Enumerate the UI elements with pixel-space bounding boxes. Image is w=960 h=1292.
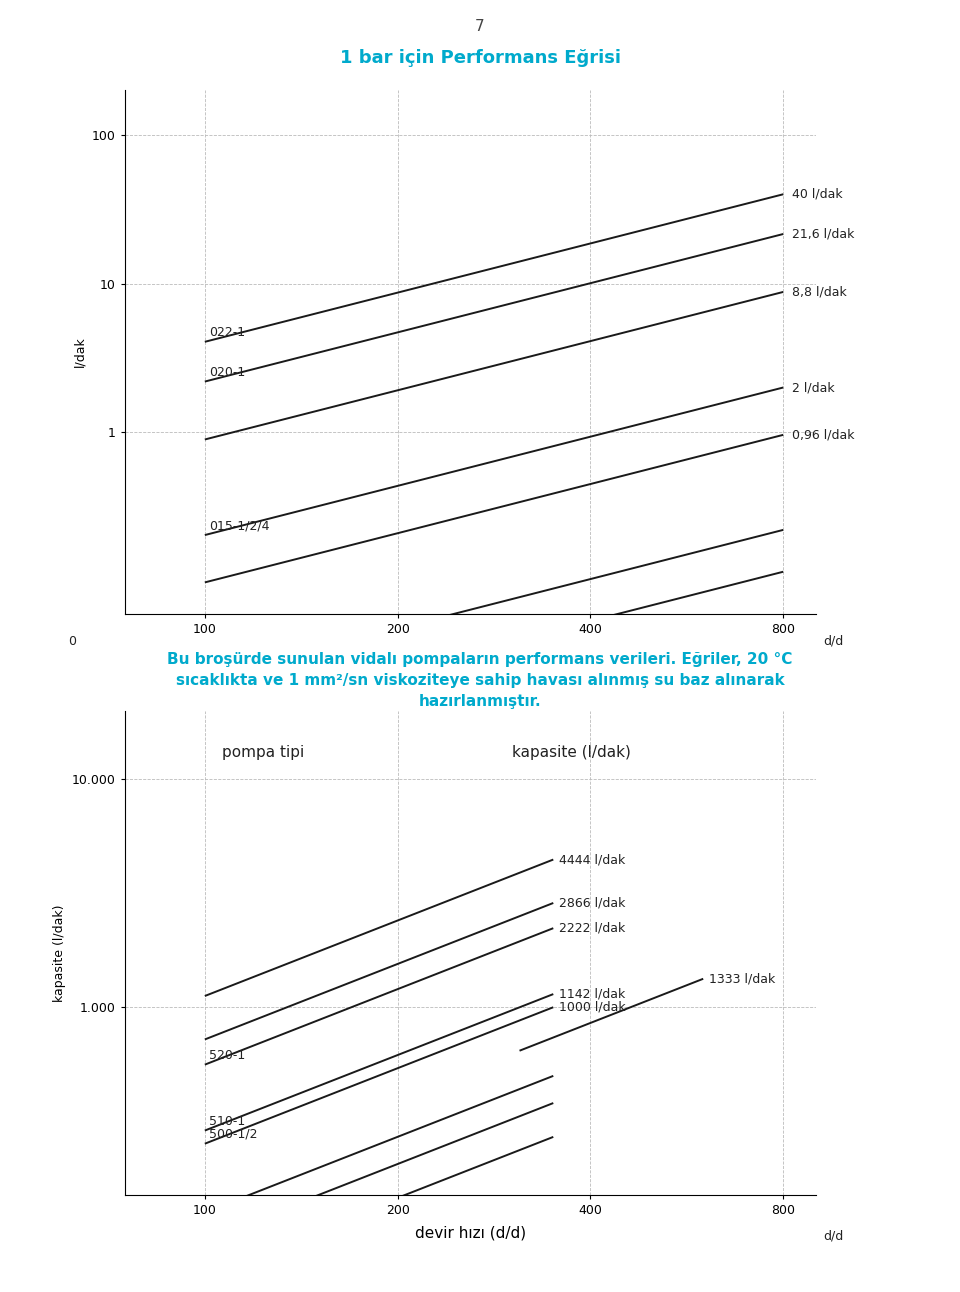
Text: 40 l/dak: 40 l/dak — [792, 187, 842, 200]
Text: 21,6 l/dak: 21,6 l/dak — [792, 227, 854, 240]
Text: 2866 l/dak: 2866 l/dak — [559, 897, 625, 910]
Text: 500-1/2: 500-1/2 — [209, 1128, 257, 1141]
Text: 8,8 l/dak: 8,8 l/dak — [792, 286, 847, 298]
Text: 022-1: 022-1 — [209, 326, 245, 339]
Y-axis label: l/dak: l/dak — [73, 337, 86, 367]
Text: d/d: d/d — [823, 634, 843, 647]
Text: 0,96 l/dak: 0,96 l/dak — [792, 429, 854, 442]
Text: kapasite (l/dak): kapasite (l/dak) — [512, 744, 631, 760]
Text: pompa tipi: pompa tipi — [222, 744, 303, 760]
Text: 1333 l/dak: 1333 l/dak — [708, 973, 775, 986]
X-axis label: devir hızı (d/d): devir hızı (d/d) — [415, 1225, 526, 1240]
Text: 0: 0 — [68, 634, 77, 647]
Y-axis label: kapasite (l/dak): kapasite (l/dak) — [54, 904, 66, 1001]
Text: 1000 l/dak: 1000 l/dak — [559, 1001, 626, 1014]
Text: Bu broşürde sunulan vidalı pompaların performans verileri. Eğriler, 20 °C
sıcakl: Bu broşürde sunulan vidalı pompaların pe… — [167, 652, 793, 709]
Text: 020-1: 020-1 — [209, 366, 245, 379]
Text: 2 l/dak: 2 l/dak — [792, 381, 834, 394]
Text: 1142 l/dak: 1142 l/dak — [559, 987, 625, 1000]
Text: 4444 l/dak: 4444 l/dak — [559, 853, 625, 866]
Text: 510-1: 510-1 — [209, 1115, 245, 1128]
Text: 520-1: 520-1 — [209, 1049, 245, 1062]
Text: 015-1/2/4: 015-1/2/4 — [209, 519, 270, 532]
Text: d/d: d/d — [823, 1229, 843, 1242]
Text: 2222 l/dak: 2222 l/dak — [559, 921, 625, 934]
Text: 1 bar için Performans Eğrisi: 1 bar için Performans Eğrisi — [340, 49, 620, 67]
Text: 7: 7 — [475, 19, 485, 35]
